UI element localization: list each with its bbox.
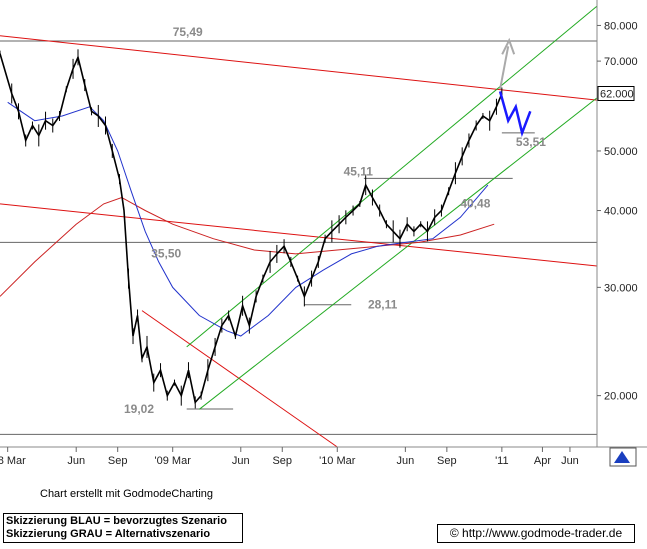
scenario-gray-arrow-line (499, 46, 510, 90)
x-tick-label: Sep (272, 455, 292, 467)
x-tick-label: Jun (232, 455, 250, 467)
x-tick-label: Jun (561, 455, 579, 467)
horizontal-levels-layer (0, 40, 597, 435)
last-price-marker: 62.000 (597, 86, 635, 101)
price-line (0, 53, 503, 405)
level-label-35-50: 35,50 (151, 246, 181, 260)
level-label-28-11: 28,11 (368, 298, 398, 312)
x-tick-label: '11 (495, 455, 509, 467)
x-tick-label: '09 Mar (155, 455, 192, 467)
price-layer (0, 49, 503, 409)
trendline-channel-lower (198, 97, 598, 410)
level-label-19-02: 19,02 (124, 402, 154, 416)
price-chart: 75,49 53,51 45,11 40,48 35,50 28,11 19,02 80.0… (0, 0, 647, 467)
y-tick-label: 40.000 (604, 206, 638, 218)
pointer-tool-icon[interactable] (609, 447, 637, 467)
x-tick-label: '10 Mar (319, 455, 356, 467)
x-axis-ticks: '08 Mar Jun Sep '09 Mar Jun Sep '10 Mar Jun Sep '… (0, 447, 579, 467)
moving-averages-layer (0, 101, 495, 337)
legend-gray-scenario: Skizzierung GRAU = Alternativszenario (6, 528, 211, 540)
last-price-box (597, 86, 635, 101)
x-tick-label: Jun (67, 455, 85, 467)
level-label-40-48: 40,48 (460, 196, 490, 210)
y-tick-label: 50.000 (604, 146, 638, 158)
moving-average-red-line (0, 196, 495, 297)
scenario-gray-arrowhead (501, 37, 516, 55)
trendline-channel-upper (186, 5, 598, 348)
x-tick-label: Jun (396, 455, 414, 467)
y-tick-label: 30.000 (604, 282, 638, 294)
y-tick-label: 20.000 (604, 391, 638, 403)
scenario-legend: Skizzierung BLAU = bevorzugtes Szenario … (3, 513, 243, 543)
x-tick-label: Sep (108, 455, 128, 467)
y-tick-label: 80.000 (604, 20, 638, 32)
x-tick-label: '08 Mar (0, 455, 26, 467)
chart-credit: Chart erstellt mit GodmodeCharting (40, 488, 214, 500)
x-tick-label: Apr (534, 455, 551, 467)
legend-blue-scenario: Skizzierung BLAU = bevorzugtes Szenario (6, 515, 227, 527)
trendline-support (0, 203, 598, 267)
trendlines-layer (0, 5, 598, 448)
plot-area (0, 0, 597, 447)
scenario-blue-line (498, 91, 532, 138)
last-price-label: 62.000 (600, 89, 634, 101)
trendline-decline (141, 310, 338, 448)
source-url[interactable]: © http://www.godmode-trader.de (437, 524, 635, 543)
annotation-labels-layer: 75,49 53,51 45,11 40,48 35,50 28,11 19,02 (124, 25, 546, 416)
y-axis-ticks: 80.000 70.000 50.000 40.000 30.000 20.000 (597, 20, 638, 403)
level-label-45-11: 45,11 (344, 164, 374, 178)
scenario-layer (498, 37, 532, 138)
y-tick-label: 70.000 (604, 56, 638, 68)
moving-average-blue-line (7, 101, 489, 337)
x-tick-label: Sep (437, 455, 457, 467)
level-label-53-51: 53,51 (516, 135, 546, 149)
level-label-75-49: 75,49 (173, 25, 203, 39)
